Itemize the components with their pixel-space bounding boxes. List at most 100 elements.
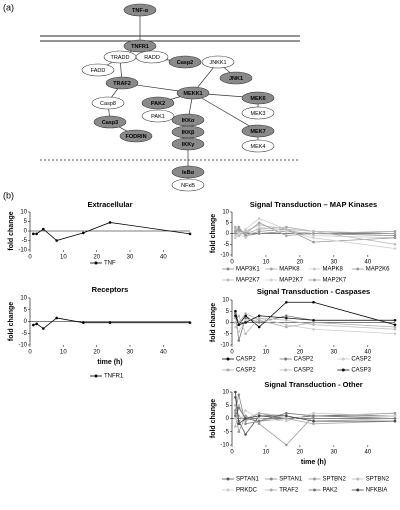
data-point <box>35 322 38 326</box>
node-label: MEK3 <box>251 111 266 117</box>
data-point <box>285 325 288 329</box>
data-point <box>285 230 288 233</box>
x-tick-label: 0 <box>230 260 234 266</box>
node-shape <box>91 96 125 110</box>
legend-marker <box>226 357 230 361</box>
legend-marker <box>341 357 345 361</box>
data-point <box>285 234 288 237</box>
data-point <box>257 316 261 320</box>
chart-title: Receptors <box>92 285 129 294</box>
data-point <box>55 316 58 320</box>
y-tick-label: -10 <box>220 343 229 349</box>
data-point <box>257 223 261 227</box>
data-point <box>237 230 241 233</box>
x-tick-label: 20 <box>297 260 304 266</box>
y-tick-label: -5 <box>224 242 230 248</box>
data-point <box>188 232 192 236</box>
data-point <box>257 217 261 220</box>
data-point <box>82 321 85 324</box>
node-shape <box>119 129 153 143</box>
data-point <box>244 236 247 240</box>
data-point <box>285 414 288 418</box>
data-point <box>257 411 261 415</box>
node-label: JNK1 <box>229 76 243 82</box>
y-tick-label: -5 <box>224 331 230 337</box>
membrane <box>40 35 300 42</box>
legend-marker <box>226 278 230 282</box>
data-point <box>393 411 397 415</box>
y-tick-label: 5 <box>226 220 230 226</box>
y-axis-label: fold change <box>210 399 217 438</box>
data-point <box>393 232 397 235</box>
data-point <box>393 242 397 246</box>
panel-label: (b) <box>3 190 14 200</box>
node-shape <box>171 178 205 192</box>
data-point <box>237 403 241 407</box>
node-shape <box>81 63 115 77</box>
legend-label: TNFR1 <box>104 374 124 380</box>
x-tick-label: 10 <box>60 350 67 356</box>
data-point <box>244 332 247 336</box>
y-tick-label: -10 <box>18 343 27 349</box>
legend-label: CASP2 <box>294 368 314 374</box>
legend-label: CASP2 <box>294 357 314 363</box>
node-label: TRADD <box>111 55 130 61</box>
data-point <box>312 419 315 423</box>
legend-label: SPTBN2 <box>323 477 347 483</box>
y-tick-label: 5 <box>226 403 230 409</box>
data-point <box>244 314 247 318</box>
data-point <box>312 327 315 331</box>
node-label: FODRIN <box>125 134 146 140</box>
data-point <box>285 419 288 423</box>
data-point <box>32 323 35 327</box>
y-tick-label: 10 <box>222 390 229 396</box>
data-point <box>234 321 237 324</box>
data-point <box>42 227 45 231</box>
data-point <box>244 417 247 420</box>
data-point <box>393 234 397 237</box>
data-point <box>42 327 45 330</box>
data-point <box>244 422 247 426</box>
node-shape <box>141 96 175 110</box>
data-point <box>312 417 315 420</box>
legend-marker <box>356 477 360 481</box>
node-label: PAK2 <box>151 101 165 107</box>
node-shape <box>135 50 169 64</box>
node-label: FADD <box>91 68 106 74</box>
data-point <box>237 430 241 434</box>
data-point <box>237 339 241 342</box>
data-point <box>244 227 247 231</box>
data-point <box>234 417 237 420</box>
node-shape <box>176 86 210 100</box>
y-axis-label: fold change <box>210 303 217 342</box>
data-point <box>312 411 315 415</box>
data-point <box>312 234 315 237</box>
node-shape <box>201 55 235 69</box>
legend-marker <box>284 368 288 372</box>
chart-title: Signal Transduction - Caspases <box>257 287 370 296</box>
legend-label: PRKDC <box>236 488 258 494</box>
x-tick-label: 20 <box>297 450 304 456</box>
data-point <box>237 227 241 231</box>
node-label: IKKβ <box>182 130 195 136</box>
data-point <box>244 419 247 423</box>
node-shape <box>241 106 275 120</box>
data-point <box>234 309 237 313</box>
legend-label: MAPK8 <box>323 267 344 273</box>
legend-label: SPTAN1 <box>236 477 260 483</box>
legend-marker <box>356 267 360 271</box>
data-point <box>257 325 261 329</box>
x-tick-label: 30 <box>331 260 338 266</box>
legend-label: CASP2 <box>351 357 371 363</box>
data-point <box>234 232 237 235</box>
node-label: Casp8 <box>100 101 116 107</box>
legend-marker <box>313 477 316 481</box>
node-label: JNKK1 <box>209 60 226 66</box>
data-point <box>234 425 237 428</box>
x-tick-label: 30 <box>127 350 134 356</box>
legend-marker <box>94 261 98 265</box>
data-point <box>244 234 247 237</box>
data-point <box>257 321 261 324</box>
x-tick-label: 10 <box>263 260 270 266</box>
